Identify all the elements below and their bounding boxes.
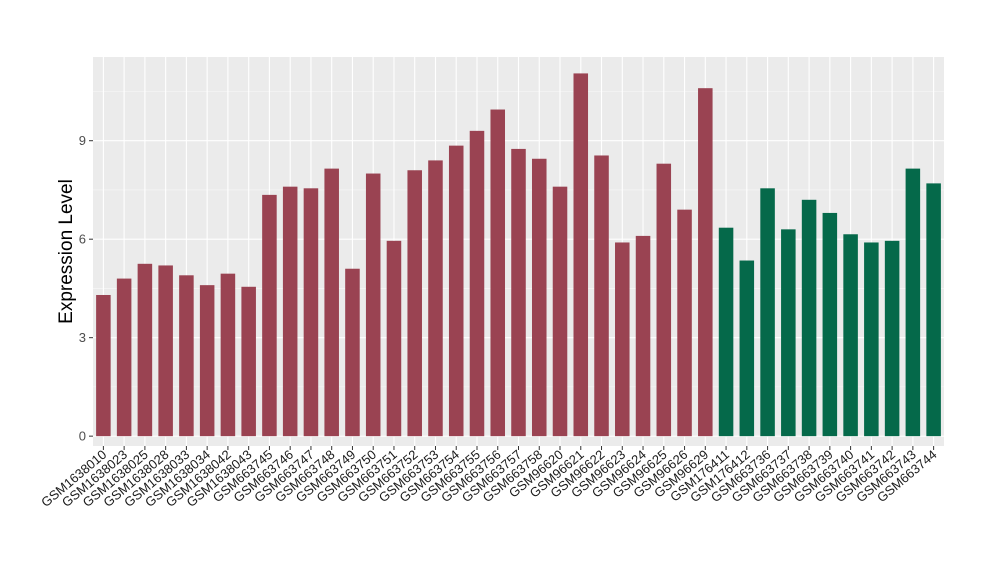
bar: [552, 186, 568, 437]
x-axis: GSM1638010GSM1638023GSM1638025GSM1638028…: [38, 446, 940, 510]
bar: [511, 148, 526, 437]
bar: [843, 234, 858, 437]
y-tick-label: 9: [79, 133, 86, 148]
bar: [428, 160, 443, 437]
bar: [905, 168, 921, 437]
bar: [386, 240, 402, 437]
bar: [531, 158, 547, 437]
y-axis-title: Expression Level: [56, 179, 77, 324]
bar: [864, 242, 879, 437]
bar: [677, 209, 692, 437]
y-axis: 0 3 6 9: [79, 133, 93, 444]
bar: [137, 263, 153, 437]
y-tick-label: 0: [79, 429, 86, 444]
bar: [282, 186, 298, 437]
bar: [615, 242, 630, 437]
bar: [262, 194, 277, 437]
bar: [718, 227, 734, 437]
bar: [781, 229, 796, 437]
bar: [241, 286, 256, 437]
bar: [324, 168, 339, 437]
bar: [822, 212, 838, 437]
bar: [469, 130, 485, 437]
bars-group: [96, 73, 941, 437]
bar: [490, 109, 506, 437]
y-tick-label: 3: [79, 330, 86, 345]
bar: [698, 88, 713, 437]
y-tick-label: 6: [79, 232, 86, 247]
bar: [594, 155, 609, 437]
bar: [656, 163, 672, 437]
bar: [448, 145, 464, 437]
bar: [801, 199, 817, 437]
bar: [179, 275, 194, 437]
bar: [926, 183, 941, 437]
bar: [884, 240, 900, 437]
bar: [365, 173, 381, 437]
bar: [407, 170, 422, 437]
bar: [116, 278, 132, 437]
bar: [573, 73, 589, 437]
bar: [303, 188, 319, 437]
bar: [96, 294, 111, 437]
bar: [739, 260, 755, 437]
bar: [158, 265, 173, 437]
bar: [760, 188, 775, 437]
bar: [220, 273, 236, 437]
bar: [199, 285, 215, 437]
bar: [345, 268, 360, 437]
bar: [635, 235, 651, 437]
